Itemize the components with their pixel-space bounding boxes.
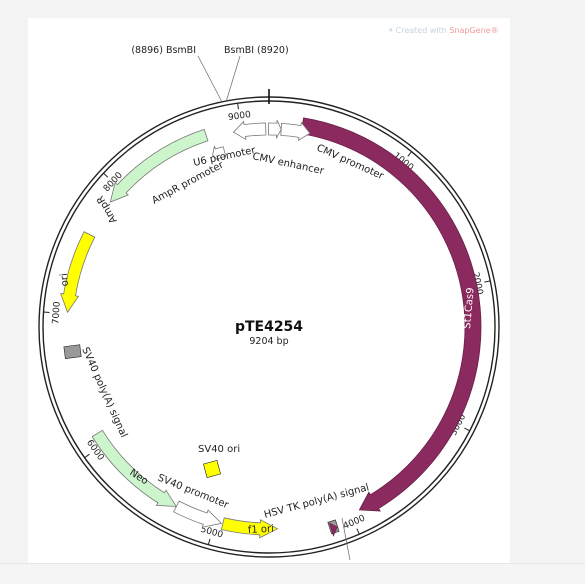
plasmid-length: 9204 bp bbox=[249, 336, 288, 347]
label-ampr-promoter[interactable]: AmpR promoter bbox=[150, 159, 226, 206]
label-ori[interactable]: ori bbox=[59, 273, 71, 287]
plasmid-name: pTE4254 bbox=[235, 319, 303, 335]
site-line-8896 bbox=[198, 56, 222, 102]
tick-2000 bbox=[484, 281, 490, 282]
feature-sv40-ori[interactable] bbox=[203, 460, 220, 477]
feature-st1cas9[interactable] bbox=[301, 118, 481, 511]
label-sv40-polya[interactable]: SV40 poly(A) signal bbox=[79, 346, 129, 440]
tick-1000 bbox=[408, 152, 412, 157]
tick-6000 bbox=[85, 454, 90, 457]
feature-cmv-enhancer[interactable] bbox=[268, 120, 281, 138]
label-sv40-ori[interactable]: SV40 ori bbox=[198, 444, 240, 455]
tick-8000 bbox=[103, 173, 107, 177]
tick-9000 bbox=[238, 103, 239, 109]
tick-5000 bbox=[208, 539, 210, 545]
label-hsv-tk-polya[interactable]: HSV TK poly(A) signal bbox=[263, 482, 370, 521]
tick-label-4000: 4000 bbox=[342, 513, 367, 531]
feature-u6-promoter[interactable] bbox=[234, 122, 266, 140]
site-label-bsmbi-8896[interactable]: (8896) BsmBI bbox=[131, 45, 196, 56]
label-f1-ori[interactable]: f1 ori bbox=[248, 524, 275, 536]
site-label-bsmbi-8920[interactable]: BsmBI (8920) bbox=[224, 45, 289, 56]
tick-label-9000: 9000 bbox=[227, 110, 251, 123]
feature-ori[interactable] bbox=[61, 232, 95, 313]
tick-3000 bbox=[464, 428, 469, 431]
tick-label-7000: 7000 bbox=[51, 301, 63, 325]
label-cmv-enhancer[interactable]: CMV enhancer bbox=[251, 151, 325, 177]
label-u6-promoter[interactable]: U6 promoter bbox=[192, 145, 257, 169]
feature-sv40-polya[interactable] bbox=[64, 345, 81, 359]
tick-4000 bbox=[357, 529, 359, 535]
site-line-8920 bbox=[226, 56, 240, 102]
